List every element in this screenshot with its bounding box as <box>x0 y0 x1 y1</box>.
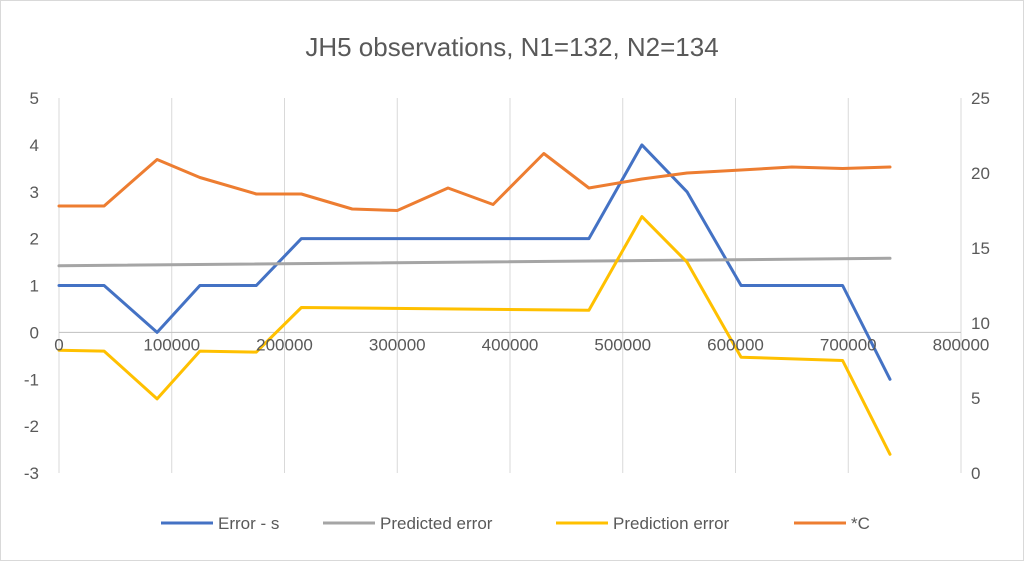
y-tick-label: -3 <box>24 464 39 483</box>
legend-label: Error - s <box>218 514 279 533</box>
y2-tick-label: 25 <box>971 89 990 108</box>
y2-tick-label: 20 <box>971 164 990 183</box>
y-tick-label: 1 <box>30 277 39 296</box>
y2-tick-label: 10 <box>971 314 990 333</box>
y-tick-label: 0 <box>30 323 39 342</box>
x-tick-label: 300000 <box>369 335 426 354</box>
series-line-4 <box>57 152 892 212</box>
x-tick-label: 700000 <box>820 335 877 354</box>
series-line-3 <box>57 215 892 456</box>
y-tick-label: 2 <box>30 230 39 249</box>
legend: Error - s Predicted error Prediction error… <box>161 514 870 533</box>
legend-label: Predicted error <box>380 514 493 533</box>
y2-tick-label: 5 <box>971 389 980 408</box>
x-tick-label: 400000 <box>482 335 539 354</box>
y-tick-label: -1 <box>24 370 39 389</box>
series-lines <box>57 143 892 456</box>
x-tick-label: 200000 <box>256 335 313 354</box>
gridlines <box>58 98 962 473</box>
legend-label: *C <box>851 514 870 533</box>
legend-label: Prediction error <box>613 514 730 533</box>
y-tick-label: 5 <box>30 89 39 108</box>
x-tick-label: 0 <box>54 335 63 354</box>
y-tick-label: -2 <box>24 417 39 436</box>
series-line-2 <box>57 256 892 268</box>
y2-tick-label: 15 <box>971 239 990 258</box>
y-tick-label: 3 <box>30 183 39 202</box>
y2-tick-label: 0 <box>971 464 980 483</box>
y-tick-label: 4 <box>30 136 39 155</box>
series-line-1 <box>57 143 892 381</box>
x-tick-label: 100000 <box>143 335 200 354</box>
x-tick-label: 800000 <box>933 335 990 354</box>
x-tick-label: 600000 <box>707 335 764 354</box>
tick-labels: -3 -2 -1 0 1 2 3 4 5 0 5 10 15 20 25 0 100000 200000 30000… <box>24 89 990 483</box>
x-tick-label: 500000 <box>594 335 651 354</box>
chart-title: JH5 observations, N1=132, N2=134 <box>305 32 718 62</box>
